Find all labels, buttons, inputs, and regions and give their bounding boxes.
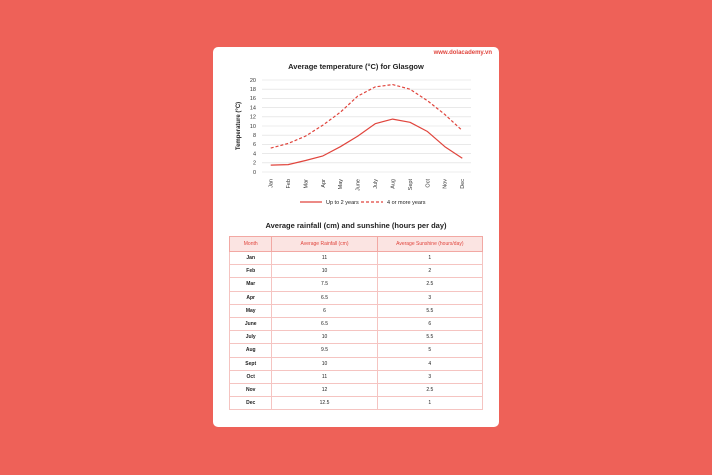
table-row: May 6 5.5: [228, 303, 484, 318]
table-cell-month: Sept: [228, 356, 273, 371]
legend-label: 4 or more years: [387, 200, 426, 206]
table-row: Dec 12.5 1: [228, 396, 484, 411]
x-tick-label: Sept: [408, 179, 414, 191]
table-cell-month: May: [228, 303, 273, 318]
table-row: June 6.5 6: [228, 316, 484, 332]
table-cell-rainfall: 12: [271, 382, 378, 398]
table-row: Mar 7.5 2.5: [228, 277, 484, 292]
table-row: Oct 11 3: [228, 369, 484, 384]
table-title: Average rainfall (cm) and sunshine (hour…: [265, 221, 447, 230]
table-cell-sunshine: 5.5: [376, 303, 484, 318]
table-cell-month: Feb: [228, 264, 273, 279]
x-tick-label: July: [373, 179, 379, 189]
chart-title: Average temperature (°C) for Glasgow: [288, 62, 424, 71]
table-cell-sunshine: 2.5: [376, 277, 484, 292]
table-row: Jan 11 1: [228, 250, 484, 266]
table-header-row: Month Average Rainfall (cm) Average Suns…: [228, 236, 484, 252]
table-row: Aug 9.5 5: [228, 343, 484, 358]
series-line-4-or-more-years: [270, 83, 463, 149]
table-cell-month: Mar: [228, 277, 273, 292]
x-tick-label: Oct: [425, 179, 431, 188]
table-cell-rainfall: 9.5: [271, 343, 378, 358]
y-tick-label: 10: [250, 124, 256, 130]
y-tick-label: 16: [250, 96, 256, 102]
y-tick-label: 4: [253, 151, 256, 157]
x-tick-label: Jan: [269, 179, 275, 188]
table-cell-rainfall: 10: [271, 330, 378, 345]
table-cell-rainfall: 10: [271, 264, 378, 279]
table-cell-month: Nov: [228, 382, 273, 398]
x-tick-label: Dec: [460, 179, 466, 189]
table-cell-sunshine: 1: [376, 396, 484, 411]
table-row: Apr 6.5 3: [228, 290, 484, 305]
table-cell-month: Aug: [228, 343, 273, 358]
table-cell-sunshine: 3: [376, 290, 484, 305]
x-tick-label: Aug: [390, 179, 396, 189]
x-tick-label: Nov: [443, 179, 449, 189]
table-header-rainfall: Average Rainfall (cm): [271, 236, 378, 252]
table-cell-sunshine: 6: [376, 316, 484, 332]
table-header-month: Month: [228, 236, 273, 252]
table-cell-rainfall: 6.5: [271, 290, 378, 305]
table-cell-sunshine: 2: [376, 264, 484, 279]
table-cell-rainfall: 12.5: [271, 396, 378, 411]
x-tick-label: June: [356, 179, 362, 191]
content-card: www.dolacademy.vn Average temperature (°…: [213, 47, 499, 427]
table-cell-rainfall: 6: [271, 303, 378, 318]
table-row: Nov 12 2.5: [228, 382, 484, 398]
y-tick-label: 12: [250, 115, 256, 121]
series-line-up-to-2-years: [270, 118, 463, 166]
table-header-sunshine: Average Sunshine (hours/day): [376, 236, 484, 252]
table-cell-sunshine: 1: [376, 250, 484, 266]
table-cell-month: Apr: [228, 290, 273, 305]
y-tick-label: 18: [250, 87, 256, 93]
table-row: Feb 10 2: [228, 264, 484, 279]
y-tick-label: 14: [250, 105, 256, 111]
table-cell-rainfall: 11: [271, 369, 378, 384]
table-cell-sunshine: 2.5: [376, 382, 484, 398]
rainfall-sunshine-table: Month Average Rainfall (cm) Average Suns…: [228, 236, 484, 411]
x-tick-label: Apr: [321, 179, 327, 188]
table-row: Sept 10 4: [228, 356, 484, 371]
table-cell-sunshine: 5: [376, 343, 484, 358]
table-cell-rainfall: 7.5: [271, 277, 378, 292]
x-tick-label: Mar: [303, 179, 309, 189]
x-tick-label: Feb: [286, 179, 292, 188]
table-cell-sunshine: 5.5: [376, 330, 484, 345]
y-tick-label: 20: [250, 78, 256, 84]
legend-label: Up to 2 years: [326, 200, 359, 206]
x-tick-label: May: [338, 179, 344, 190]
table-row: July 10 5.5: [228, 330, 484, 345]
table-cell-month: Dec: [228, 396, 273, 411]
y-tick-label: 0: [253, 170, 256, 176]
temperature-chart: 0 2 4 6 8 10 12 14 16 18 20 Temperature (°C) Jan Feb M…: [236, 78, 471, 206]
y-tick-label: 2: [253, 161, 256, 167]
table-cell-rainfall: 6.5: [271, 316, 378, 332]
table-cell-month: Oct: [228, 369, 273, 384]
table-cell-month: July: [228, 330, 273, 345]
y-tick-label: 8: [253, 133, 256, 139]
table-cell-rainfall: 10: [271, 356, 378, 371]
table-cell-rainfall: 11: [271, 250, 378, 266]
y-axis-label: Temperature (°C): [236, 102, 242, 150]
table-cell-month: June: [228, 316, 273, 332]
watermark: www.dolacademy.vn: [433, 50, 492, 56]
table-cell-sunshine: 3: [376, 369, 484, 384]
table-cell-month: Jan: [228, 250, 273, 266]
y-tick-label: 6: [253, 142, 256, 148]
table-cell-sunshine: 4: [376, 356, 484, 371]
